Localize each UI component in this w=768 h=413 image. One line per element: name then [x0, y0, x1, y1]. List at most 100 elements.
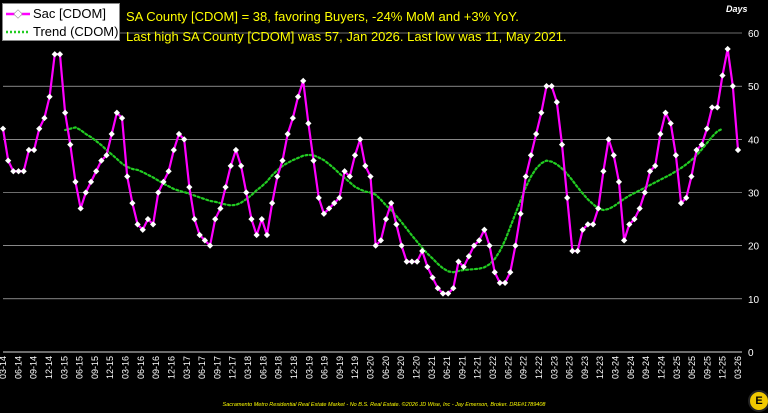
x-tick-label: 03-21 — [427, 356, 437, 379]
x-tick-label: 09-15 — [90, 356, 100, 379]
data-point — [393, 221, 400, 228]
actual-line — [1, 47, 740, 295]
data-point — [709, 104, 716, 111]
x-tick-label: 12-20 — [411, 356, 421, 379]
data-point — [170, 146, 177, 154]
data-point — [734, 146, 742, 154]
data-point — [263, 231, 271, 239]
brand-logo-mark: E — [755, 395, 763, 407]
data-point — [434, 285, 441, 292]
data-point — [269, 200, 276, 207]
x-tick-label: 06-19 — [320, 356, 330, 379]
data-point — [274, 173, 281, 180]
data-point — [553, 99, 560, 106]
x-tick-label: 06-14 — [13, 356, 23, 379]
data-point — [108, 130, 115, 138]
x-tick-label: 06-21 — [442, 356, 452, 379]
trend-line — [64, 126, 724, 274]
legend-entry-trend: Trend (CDOM) — [3, 23, 121, 41]
x-tick-label: 03-23 — [549, 356, 559, 379]
x-tick-label: 12-16 — [166, 356, 176, 379]
data-point — [579, 226, 586, 233]
data-point — [129, 200, 136, 207]
y-tick-label: 50 — [748, 82, 760, 93]
x-tick-label: 06-15 — [75, 356, 85, 379]
x-tick-label: 03-25 — [672, 356, 682, 379]
data-point — [600, 168, 607, 175]
legend-swatch-actual — [6, 9, 30, 19]
data-point — [284, 130, 291, 138]
x-tick-label: 09-22 — [519, 356, 529, 379]
data-point — [465, 253, 472, 260]
data-point — [279, 157, 286, 164]
data-point — [243, 189, 250, 196]
x-tick-label: 06-22 — [503, 356, 513, 379]
data-point — [36, 125, 43, 132]
legend-label-actual: Sac [CDOM] — [33, 6, 106, 21]
x-tick-label: 06-16 — [136, 356, 146, 379]
data-point — [289, 114, 296, 122]
y-tick-label: 30 — [748, 189, 760, 200]
data-point — [315, 194, 322, 201]
data-point — [15, 168, 22, 175]
x-tick-label: 03-26 — [733, 356, 743, 379]
actual-series — [0, 45, 742, 297]
x-axis-ticks: 03-14 06-14 09-14 12-14 03-15 06-15 09-15 12-15… — [0, 356, 743, 379]
data-point — [237, 162, 245, 170]
y-tick-label: 0 — [748, 348, 754, 359]
data-point — [222, 184, 229, 191]
data-point — [77, 205, 84, 212]
data-point — [248, 215, 255, 223]
data-point — [351, 152, 359, 159]
y-axis-units: Days — [726, 4, 748, 14]
x-tick-label: 12-19 — [350, 356, 360, 379]
x-tick-label: 09-21 — [457, 356, 467, 379]
data-point — [186, 184, 193, 191]
data-point — [512, 242, 519, 249]
data-point — [67, 141, 74, 148]
data-point — [615, 178, 623, 185]
x-tick-label: 03-15 — [59, 356, 69, 379]
data-point — [305, 120, 312, 127]
data-point — [124, 173, 131, 180]
headline-high-low: Last high SA County [CDOM] was 57, Jan 2… — [126, 29, 567, 44]
data-point — [325, 205, 333, 212]
data-point — [113, 109, 120, 116]
x-tick-label: 09-16 — [151, 356, 161, 379]
data-point — [450, 285, 457, 292]
x-tick-label: 03-18 — [243, 356, 253, 379]
data-point — [527, 152, 535, 159]
y-tick-label: 20 — [748, 242, 760, 253]
data-point — [294, 93, 302, 100]
data-point — [165, 168, 172, 175]
data-point — [610, 152, 617, 159]
y-tick-label: 40 — [748, 135, 760, 146]
data-point — [357, 136, 364, 143]
x-tick-label: 09-23 — [580, 356, 590, 379]
data-point — [481, 226, 488, 233]
x-tick-label: 06-17 — [197, 356, 207, 379]
data-point — [496, 279, 504, 286]
x-tick-label: 09-19 — [335, 356, 345, 379]
legend-entry-actual: Sac [CDOM] — [3, 5, 121, 23]
data-point — [719, 72, 726, 79]
x-tick-label: 03-22 — [488, 356, 498, 379]
trend-series — [64, 126, 724, 274]
data-point — [118, 114, 126, 122]
data-point — [703, 125, 711, 132]
data-point — [574, 247, 581, 255]
y-tick-label: 60 — [748, 29, 760, 40]
data-point — [641, 189, 648, 196]
data-point — [564, 194, 571, 201]
data-point — [227, 162, 234, 170]
legend-label-trend: Trend (CDOM) — [33, 24, 119, 39]
x-tick-label: 12-21 — [473, 356, 483, 379]
data-point — [724, 45, 731, 53]
data-point — [548, 83, 555, 90]
x-tick-label: 09-20 — [396, 356, 406, 379]
x-tick-label: 12-25 — [718, 356, 728, 379]
data-point — [191, 215, 198, 223]
data-point — [341, 168, 348, 175]
data-point — [429, 274, 436, 281]
